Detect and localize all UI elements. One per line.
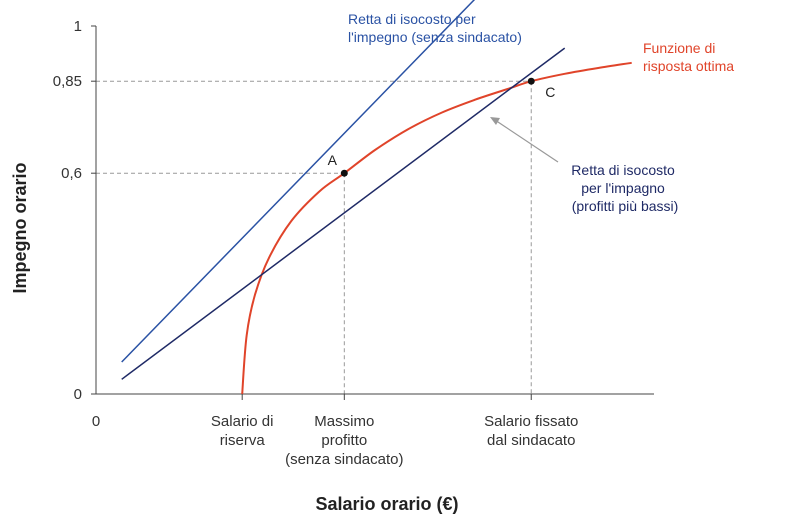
y-tick-label: 0,85: [53, 73, 82, 90]
x-tick-label: Massimo profitto (senza sindacato): [285, 413, 403, 468]
x-tick-label-line: Salario fissato: [484, 413, 578, 430]
x-tick-label: Salario fissato dal sindacato: [484, 413, 578, 449]
points-layer: AC: [328, 77, 555, 177]
x-tick-label-line: profitto: [321, 432, 367, 449]
point-c-label: C: [545, 84, 555, 100]
y-tick-label: 1: [74, 18, 82, 35]
label-best-response-line-2: risposta ottima: [643, 58, 734, 74]
point-c-marker: [527, 77, 535, 85]
series-layer: [121, 0, 632, 395]
y-ticks: 0 0,6 0,85 1: [53, 18, 96, 403]
label-isocost-no-union-line-1: Retta di isocosto per: [348, 11, 476, 27]
guide-lines: [96, 80, 532, 394]
label-best-response-line-1: Funzione di: [643, 40, 715, 56]
x-tick-label-line: Massimo: [314, 413, 374, 430]
annotations: Retta di isocosto per l'impegno (senza s…: [348, 11, 734, 214]
x-tick-label-line: Salario di: [211, 413, 274, 430]
point-a-marker: [340, 169, 348, 177]
x-ticks: 0 Salario di riserva Massimo profitto (senza …: [92, 394, 578, 468]
annotation-arrow-shaft: [494, 119, 559, 163]
label-best-response: Funzione di risposta ottima: [643, 40, 734, 74]
x-tick-label-line: dal sindacato: [487, 432, 575, 449]
isocost-line-lower-profits: [121, 47, 566, 380]
label-isocost-lower-profits: Retta di isocosto per l'impagno (profitt…: [571, 162, 678, 214]
axes: [95, 26, 654, 395]
label-isocost-no-union-line-2: l'impegno (senza sindacato): [348, 29, 522, 45]
x-tick-label-line: (senza sindacato): [285, 451, 403, 468]
x-tick-label-line: 0: [92, 413, 100, 430]
x-tick-label-line: riserva: [220, 432, 266, 449]
isocost-line-no-union: [121, 0, 476, 363]
x-tick-label: Salario di riserva: [211, 413, 274, 449]
y-axis-title: Impegno orario: [10, 162, 30, 293]
label-isocost-no-union: Retta di isocosto per l'impegno (senza s…: [348, 11, 522, 45]
best-response-curve: [241, 61, 632, 395]
label-isocost-lower-profits-line-3: (profitti più bassi): [572, 198, 679, 214]
y-tick-label: 0: [74, 386, 82, 403]
annotation-arrowhead: [490, 117, 500, 125]
y-tick-label: 0,6: [61, 165, 82, 182]
point-a-label: A: [328, 152, 338, 168]
x-tick-label: 0: [92, 413, 100, 430]
label-isocost-lower-profits-line-1: Retta di isocosto: [571, 162, 675, 178]
label-isocost-lower-profits-line-2: per l'impagno: [581, 180, 665, 196]
x-axis-title: Salario orario (€): [315, 494, 458, 514]
